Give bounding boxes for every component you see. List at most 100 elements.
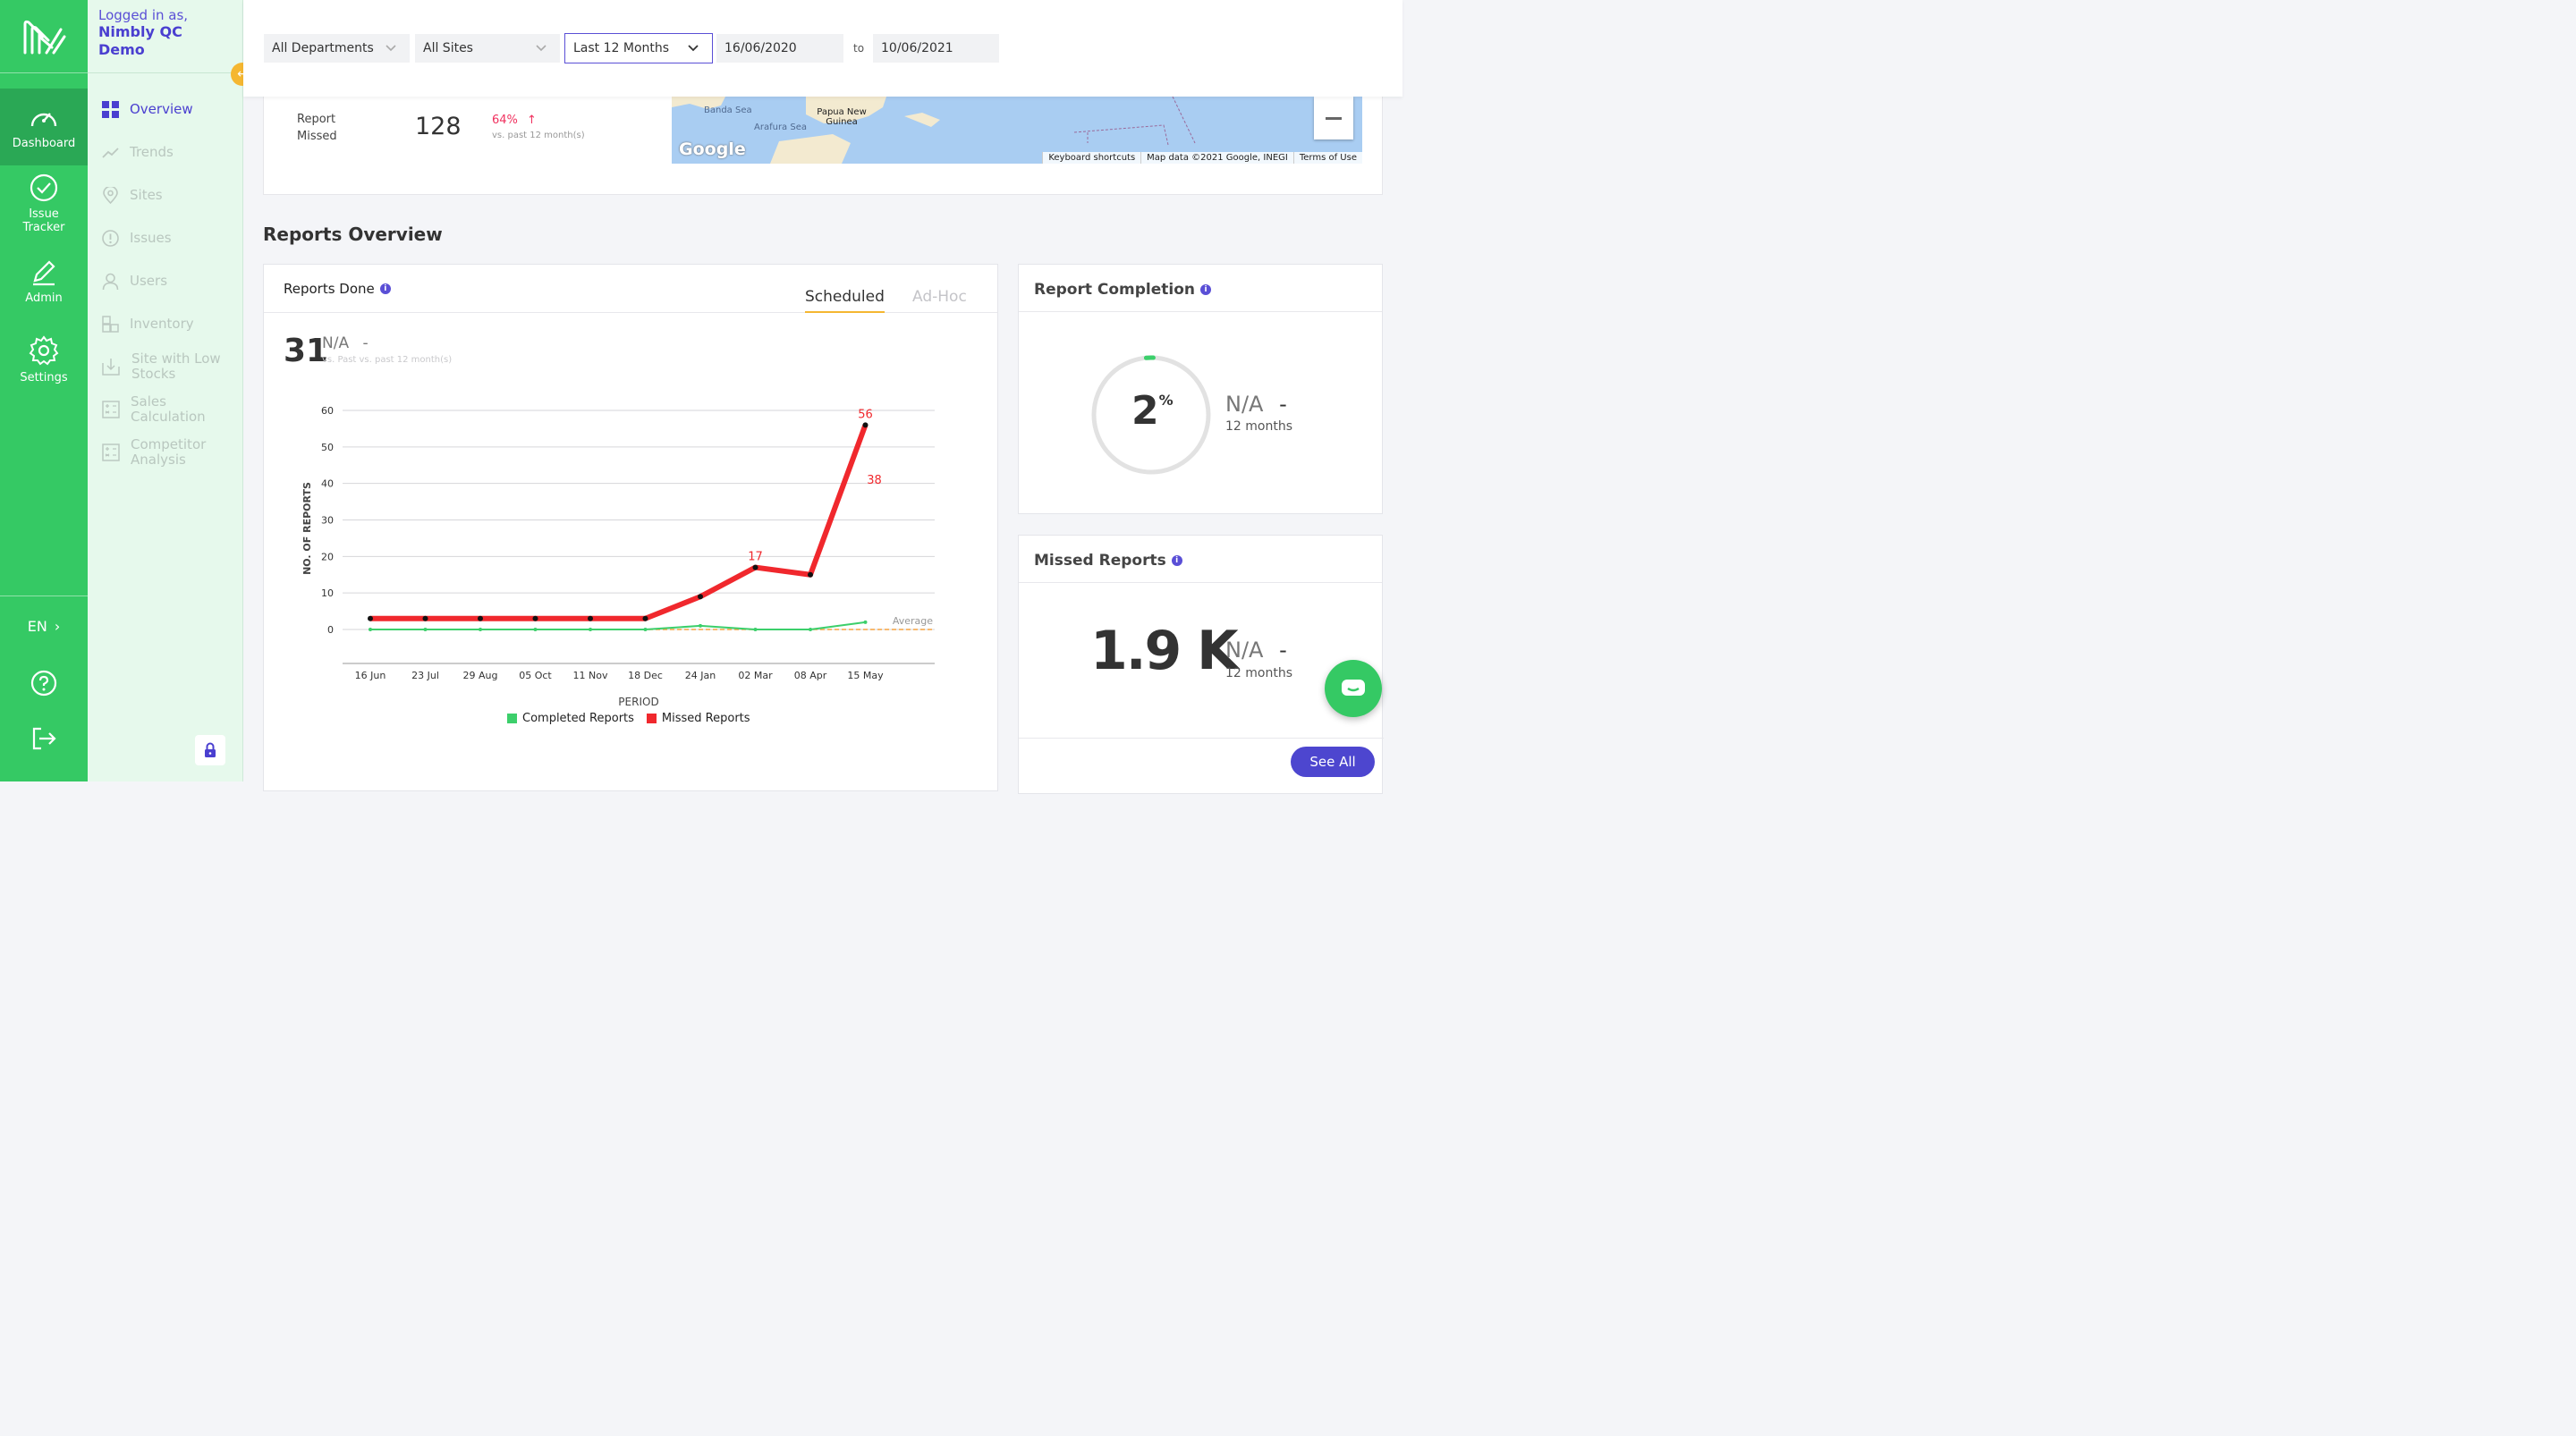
chart-data-label: 38 bbox=[867, 474, 882, 487]
chart-x-tick-label: 05 Oct bbox=[519, 670, 552, 681]
period-select[interactable]: Last 12 Months bbox=[564, 33, 713, 63]
rail-admin-label: Admin bbox=[25, 291, 63, 305]
reports-done-dash: - bbox=[362, 334, 369, 352]
nav-competitor-analysis[interactable]: Competitor Analysis bbox=[102, 437, 220, 468]
chat-button[interactable] bbox=[1325, 660, 1382, 717]
map-keyboard-shortcuts[interactable]: Keyboard shortcuts bbox=[1042, 152, 1141, 164]
lock-button[interactable] bbox=[195, 735, 225, 765]
rail-issue-tracker[interactable]: Issue Tracker bbox=[0, 165, 88, 242]
chart-y-tick-label: 40 bbox=[321, 478, 334, 490]
legend-swatch-completed bbox=[507, 714, 517, 723]
nav-trends[interactable]: Trends bbox=[102, 144, 174, 161]
reports-done-header: Reports Done i Scheduled Ad-Hoc bbox=[264, 265, 997, 313]
legend-swatch-missed bbox=[646, 714, 657, 723]
rail-settings[interactable]: Settings bbox=[0, 319, 88, 400]
nav-overview[interactable]: Overview bbox=[102, 101, 193, 118]
logout-button[interactable] bbox=[0, 711, 88, 766]
google-logo: Google bbox=[679, 139, 746, 159]
map-card: Report Missed 128 64% ↑ vs. past 12 mont… bbox=[263, 89, 1383, 195]
chart-y-tick-label: 10 bbox=[321, 587, 334, 599]
nimbly-logo[interactable] bbox=[0, 0, 88, 73]
missed-reports-header: Missed Reports i bbox=[1019, 536, 1382, 583]
chevron-down-icon bbox=[536, 45, 547, 52]
chart-x-tick-label: 15 May bbox=[847, 670, 884, 681]
pencil-icon bbox=[33, 259, 55, 285]
chevron-down-icon bbox=[386, 45, 396, 52]
chart-x-axis-label: PERIOD bbox=[618, 696, 658, 708]
tab-adhoc[interactable]: Ad-Hoc bbox=[912, 288, 967, 306]
nav-sites[interactable]: Sites bbox=[102, 187, 163, 204]
map-label-banda-sea: Banda Sea bbox=[704, 106, 752, 115]
chart-legend: Completed Reports Missed Reports bbox=[507, 712, 750, 725]
download-box-icon bbox=[102, 358, 120, 376]
legend-missed-label[interactable]: Missed Reports bbox=[661, 712, 750, 725]
chat-icon bbox=[1342, 680, 1365, 696]
chart-point bbox=[752, 564, 758, 570]
nav-inventory[interactable]: Inventory bbox=[102, 316, 194, 333]
help-button[interactable] bbox=[0, 655, 88, 711]
date-from-input[interactable]: 16/06/2020 bbox=[716, 34, 843, 63]
report-missed-value: 128 bbox=[415, 113, 462, 140]
rail-admin[interactable]: Admin bbox=[0, 242, 88, 319]
speedometer-icon bbox=[30, 112, 57, 126]
reports-line-chart: NO. OF REPORTS PERIOD 0 10 20 30 40 50 60 16 Ju… bbox=[301, 405, 935, 708]
completion-period: 12 months bbox=[1225, 419, 1292, 434]
missed-reports-na-text: N/A bbox=[1225, 638, 1264, 663]
missed-reports-title: Missed Reports i bbox=[1034, 552, 1182, 570]
language-switcher[interactable]: EN › bbox=[0, 596, 88, 655]
report-missed-label: Report Missed bbox=[297, 113, 337, 143]
map-zoom-out-button[interactable] bbox=[1314, 97, 1353, 139]
chart-point bbox=[698, 594, 703, 600]
alert-circle-icon bbox=[102, 230, 119, 247]
chart-y-axis-label: NO. OF REPORTS bbox=[301, 482, 313, 575]
department-value: All Departments bbox=[272, 41, 374, 55]
chart-x-tick-label: 18 Dec bbox=[628, 670, 663, 681]
rail-settings-label: Settings bbox=[20, 370, 68, 384]
see-all-button[interactable]: See All bbox=[1291, 747, 1375, 777]
language-label: EN bbox=[27, 617, 47, 635]
map-view[interactable]: Banda Sea Arafura Sea Papua New Guinea G… bbox=[672, 97, 1362, 164]
completion-dash: - bbox=[1279, 392, 1287, 417]
missed-reports-divider bbox=[1019, 738, 1384, 739]
user-block: Logged in as, Nimbly QC Demo bbox=[88, 0, 242, 73]
info-icon[interactable]: i bbox=[379, 283, 391, 294]
report-completion-title-text: Report Completion bbox=[1034, 281, 1196, 299]
main-rail: Dashboard Issue Tracker Admin Settings E… bbox=[0, 0, 88, 781]
chart-x-tick-label: 16 Jun bbox=[355, 670, 386, 681]
nav-users[interactable]: Users bbox=[102, 273, 167, 290]
nav-sales-calculation[interactable]: Sales Calculation bbox=[102, 394, 220, 425]
chart-y-tick-label: 0 bbox=[327, 624, 334, 636]
nav-site-low-stocks-label: Site with Low Stocks bbox=[131, 351, 221, 382]
chart-series-line bbox=[370, 621, 866, 630]
info-icon[interactable]: i bbox=[1200, 284, 1212, 295]
missed-reports-na: N/A - bbox=[1225, 638, 1287, 663]
tab-scheduled[interactable]: Scheduled bbox=[805, 288, 885, 313]
nav-competitor-analysis-label: Competitor Analysis bbox=[131, 436, 207, 468]
department-select[interactable]: All Departments bbox=[264, 34, 410, 63]
chart-x-tick-label: 24 Jan bbox=[685, 670, 716, 681]
chart-average-label: Average bbox=[893, 615, 933, 627]
map-terms[interactable]: Terms of Use bbox=[1292, 152, 1362, 164]
sites-select[interactable]: All Sites bbox=[415, 34, 560, 63]
completion-na-text: N/A bbox=[1225, 392, 1264, 417]
period-value: Last 12 Months bbox=[573, 41, 670, 55]
date-to-input[interactable]: 10/06/2021 bbox=[873, 34, 999, 63]
calculator-icon bbox=[102, 443, 120, 461]
chevron-down-icon bbox=[688, 45, 699, 52]
logo-icon bbox=[23, 20, 66, 54]
nav-overview-label: Overview bbox=[130, 101, 193, 117]
info-icon[interactable]: i bbox=[1171, 555, 1182, 566]
nav-issues[interactable]: Issues bbox=[102, 230, 172, 247]
rail-dashboard[interactable]: Dashboard bbox=[0, 89, 88, 165]
map-footer: Keyboard shortcuts Map data ©2021 Google… bbox=[1042, 152, 1362, 164]
missed-reports-title-text: Missed Reports bbox=[1034, 552, 1166, 570]
legend-completed-label[interactable]: Completed Reports bbox=[522, 712, 634, 725]
map-label-arafura-sea: Arafura Sea bbox=[754, 122, 807, 132]
nav-site-low-stocks[interactable]: Site with Low Stocks bbox=[102, 351, 230, 382]
reports-done-na: N/A - bbox=[322, 334, 369, 352]
nav-trends-label: Trends bbox=[130, 144, 174, 160]
chart-point bbox=[862, 422, 869, 428]
chart-series-line bbox=[370, 424, 869, 621]
missed-reports-dash: - bbox=[1279, 638, 1287, 663]
calculator-icon bbox=[102, 401, 120, 418]
